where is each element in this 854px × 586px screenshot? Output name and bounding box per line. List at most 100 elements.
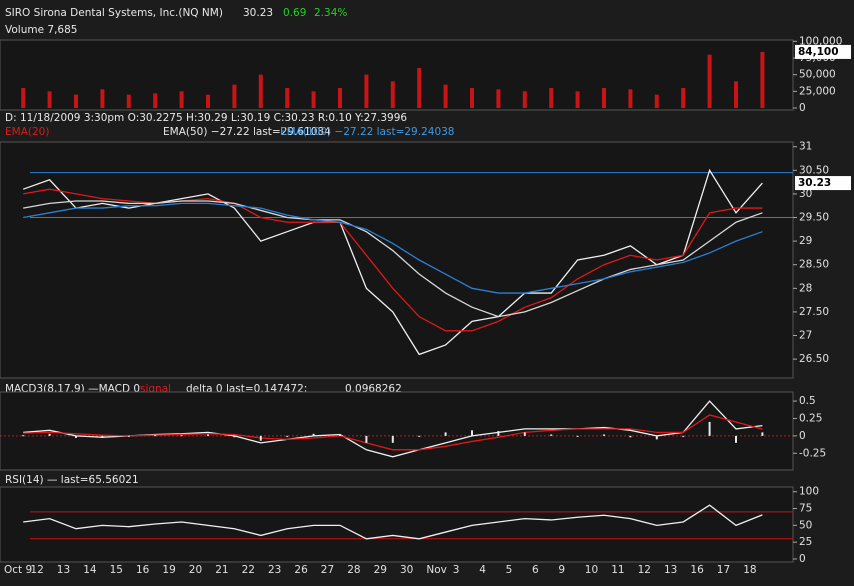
x-tick-label: 13 — [57, 564, 70, 576]
bar — [258, 74, 263, 108]
bar — [470, 88, 474, 108]
bar — [232, 84, 237, 108]
bar — [233, 435, 236, 438]
bar — [708, 421, 711, 436]
x-tick-label: 4 — [479, 564, 486, 576]
x-tick-label: 6 — [532, 564, 539, 576]
last-price: 30.23 — [243, 7, 273, 19]
bar — [180, 435, 183, 437]
x-tick-label: 23 — [268, 564, 281, 576]
y-tick-label: 27 — [799, 330, 812, 342]
panel — [0, 486, 794, 563]
value-label: 84,100 — [798, 46, 839, 58]
x-tick-label: 20 — [189, 564, 202, 576]
y-tick-label: 0.25 — [799, 412, 822, 424]
bar — [101, 435, 104, 438]
y-tick-label: 26.50 — [799, 353, 829, 365]
bar — [576, 435, 579, 437]
bar — [735, 435, 737, 443]
series-line — [23, 188, 763, 332]
bar — [418, 435, 421, 437]
y-tick-label: 100 — [799, 486, 819, 498]
value-label-box — [795, 44, 851, 59]
change: 0.69 — [283, 7, 306, 19]
bar — [126, 94, 131, 108]
bar — [443, 84, 448, 108]
bar — [655, 435, 658, 440]
bar — [602, 88, 606, 108]
bar — [707, 54, 712, 108]
y-tick-label: 27.50 — [799, 306, 829, 318]
bar — [338, 88, 342, 108]
x-tick-label: 14 — [83, 564, 97, 576]
bar — [22, 435, 25, 437]
bar — [75, 435, 77, 438]
y-tick-label: 25 — [799, 536, 812, 548]
bar — [285, 88, 290, 108]
bar — [603, 434, 605, 436]
bar — [654, 94, 659, 108]
bar — [153, 93, 158, 108]
y-tick-label: 50,000 — [799, 69, 836, 81]
bar — [391, 435, 394, 443]
bar — [311, 91, 316, 108]
bar — [760, 51, 765, 108]
bar — [471, 430, 473, 436]
y-tick-label: 31 — [799, 141, 812, 153]
x-tick-label: 15 — [110, 564, 123, 576]
x-tick-label: 11 — [611, 564, 624, 576]
bar — [21, 88, 26, 108]
bar — [549, 88, 554, 108]
bar — [47, 91, 52, 108]
y-tick-label: 30.50 — [799, 164, 829, 176]
x-tick-label: 12 — [30, 564, 43, 576]
info-line: D: 11/18/2009 3:30pm O:30.2275 H:30.29 L… — [5, 112, 407, 124]
ema50-legend: EMA(50) −27.22 last=29.61084 — [163, 126, 331, 138]
bar — [444, 432, 447, 436]
bar — [259, 435, 262, 441]
bar — [496, 89, 501, 108]
bar — [761, 432, 764, 436]
bar — [575, 91, 580, 108]
y-tick-label: 29 — [799, 235, 812, 247]
bar — [364, 74, 369, 108]
ema20-legend: EMA(20) — [5, 126, 49, 138]
bar — [154, 435, 157, 437]
rsi-legend: RSI(14) — last=65.56021 — [5, 474, 139, 486]
x-tick-label: 13 — [664, 564, 677, 576]
x-tick-label: 19 — [162, 564, 175, 576]
y-tick-label: 0 — [799, 553, 806, 565]
x-tick-label: 28 — [347, 564, 360, 576]
series-line — [23, 200, 763, 318]
y-tick-label: 25,000 — [799, 85, 836, 97]
last-price-box — [795, 176, 851, 191]
y-tick-label: 0 — [799, 102, 806, 114]
x-tick-label: 16 — [690, 564, 704, 576]
bar — [100, 89, 105, 108]
x-tick-label: 27 — [321, 564, 334, 576]
x-tick-label: 17 — [717, 564, 730, 576]
x-tick-label: 29 — [374, 564, 387, 576]
panel — [0, 39, 794, 111]
x-tick-label: 26 — [294, 564, 308, 576]
bar — [207, 434, 209, 436]
bar — [734, 81, 738, 108]
x-tick-label: 5 — [506, 564, 513, 576]
bar — [550, 434, 553, 436]
x-tick-label: 18 — [743, 564, 756, 576]
y-tick-label: 28 — [799, 282, 812, 294]
y-tick-label: 30 — [799, 188, 812, 200]
x-tick-label: 22 — [242, 564, 255, 576]
y-tick-label: 50 — [799, 519, 812, 531]
bar — [522, 91, 527, 108]
x-tick-label: 12 — [638, 564, 651, 576]
ema100-legend: EMA(100) −27.22 last=29.24038 — [280, 126, 454, 138]
x-tick-label: 3 — [453, 564, 460, 576]
bar — [206, 94, 210, 108]
bar — [127, 435, 130, 437]
panel — [0, 391, 794, 471]
bar — [523, 432, 526, 436]
bar — [417, 68, 422, 108]
bar — [497, 431, 500, 436]
